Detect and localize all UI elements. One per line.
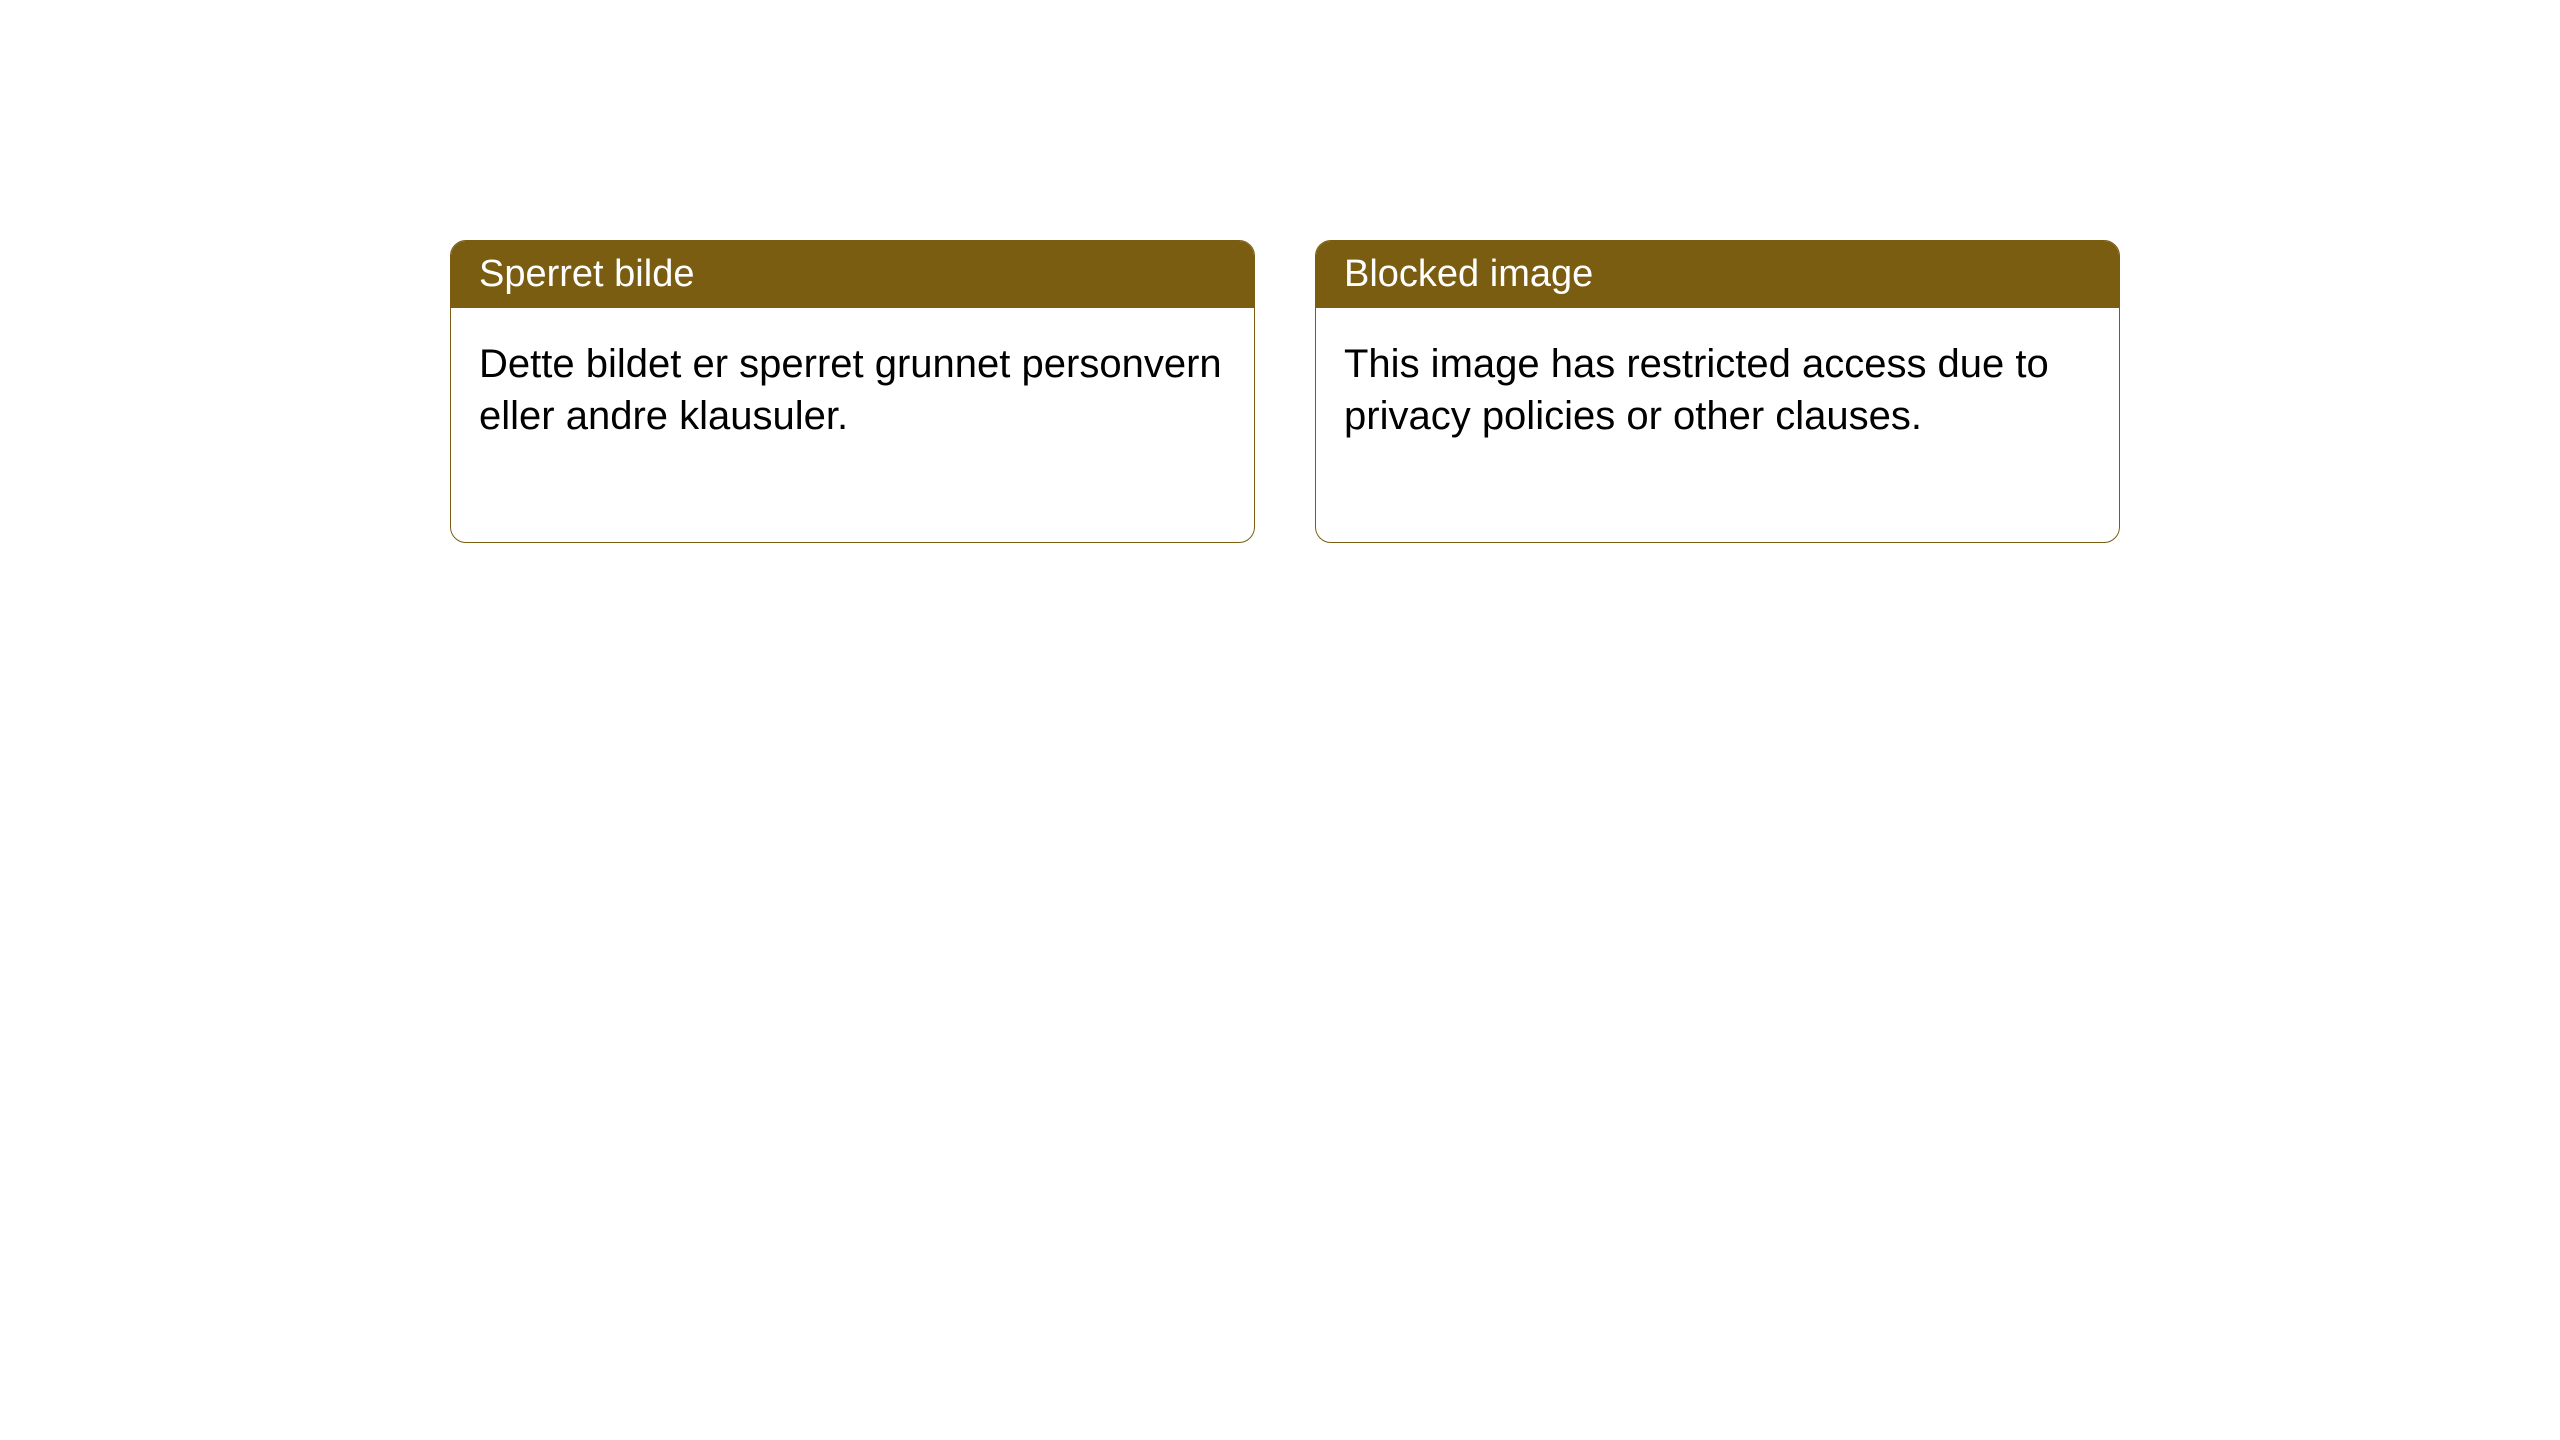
- notice-card-norwegian: Sperret bilde Dette bildet er sperret gr…: [450, 240, 1255, 543]
- card-title: Sperret bilde: [479, 253, 694, 295]
- card-body: This image has restricted access due to …: [1316, 308, 2119, 542]
- notice-container: Sperret bilde Dette bildet er sperret gr…: [450, 240, 2120, 543]
- card-header: Blocked image: [1316, 241, 2119, 308]
- card-body: Dette bildet er sperret grunnet personve…: [451, 308, 1254, 542]
- card-body-text: This image has restricted access due to …: [1344, 342, 2049, 438]
- card-header: Sperret bilde: [451, 241, 1254, 308]
- card-body-text: Dette bildet er sperret grunnet personve…: [479, 342, 1222, 438]
- notice-card-english: Blocked image This image has restricted …: [1315, 240, 2120, 543]
- card-title: Blocked image: [1344, 253, 1593, 295]
